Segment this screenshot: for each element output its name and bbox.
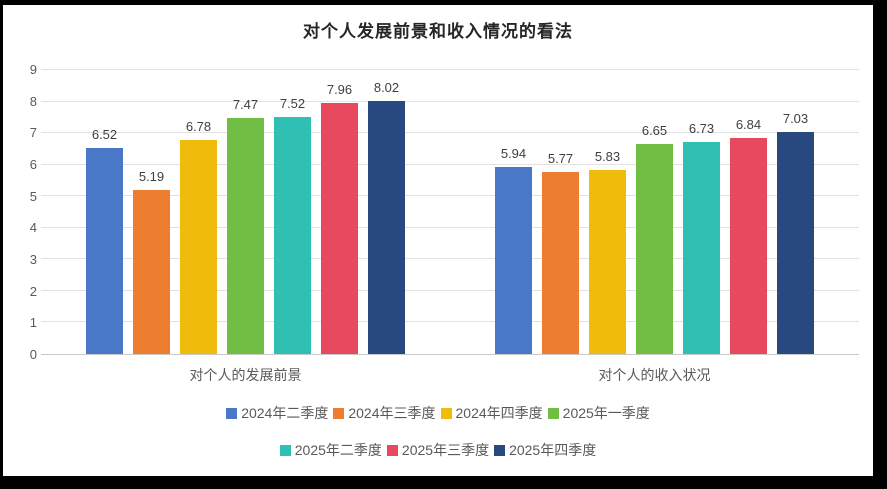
data-label: 7.52 [279,95,306,111]
bar: 6.73 [683,121,720,354]
legend-swatch-icon [226,407,238,419]
legend-row: 2024年二季度 2024年三季度 2024年四季度 2025年一季度 [226,403,650,423]
bar: 5.19 [133,169,170,354]
legend-label: 2025年四季度 [509,442,597,458]
bar: 7.03 [777,111,814,354]
bar: 6.84 [730,117,767,354]
gridline [41,163,859,165]
legend-label: 2025年一季度 [562,405,650,421]
legend-label: 2025年三季度 [401,442,490,458]
legend-label: 2024年二季度 [241,405,329,421]
legend-item: 2024年三季度 [333,403,436,423]
bar: 6.52 [86,127,123,354]
legend-swatch-icon [333,407,345,419]
bar-group: 5.94 5.77 5.83 6.65 6.73 6.84 7.03 [450,70,859,354]
legend-row: 2025年二季度 2025年三季度 2025年四季度 [279,440,596,460]
category-label: 对个人的收入状况 [598,367,711,383]
y-axis-tick-label: 9 [29,62,37,77]
data-label: 7.47 [232,97,259,113]
y-axis-tick-label: 2 [29,283,37,299]
legend-item: 2025年二季度 [279,440,382,460]
bar-group: 6.52 5.19 6.78 7.47 7.52 7.96 8.02 [41,70,450,354]
gridline [41,226,859,228]
bar: 7.52 [274,96,311,354]
y-axis-tick-label: 0 [29,347,37,362]
legend-swatch-icon [386,444,398,456]
data-label: 8.02 [373,79,400,95]
legend-item: 2024年二季度 [226,403,328,423]
y-axis-tick-label: 7 [29,125,37,141]
gridline [41,69,859,70]
y-axis-tick-label: 1 [29,315,37,331]
legend-item: 2025年四季度 [494,440,596,460]
y-axis-tick-label: 8 [29,93,37,109]
data-label: 5.94 [500,145,527,161]
bar: 6.78 [180,119,217,354]
gridline [41,258,859,260]
chart-canvas: 对个人发展前景和收入情况的看法 6.52 5.19 6.78 7.47 7.52 7.96… [3,5,873,476]
data-label: 6.52 [91,127,118,143]
legend-item: 2024年四季度 [440,403,543,423]
gridline [41,289,859,291]
legend-label: 2025年二季度 [294,442,382,458]
data-label: 6.65 [641,123,668,139]
data-label: 7.03 [782,111,809,127]
legend-swatch-icon [440,407,452,419]
bar: 5.77 [542,151,579,354]
gridline [41,100,859,102]
legend-item: 2025年一季度 [547,403,650,423]
bar: 5.94 [495,146,532,354]
legend-swatch-icon [279,444,291,456]
data-label: 6.73 [688,120,715,136]
category-label: 对个人的发展前景 [189,367,302,383]
plot-area: 6.52 5.19 6.78 7.47 7.52 7.96 8.02 5.94 5.77 5.83… [41,69,859,355]
gridline [41,195,859,197]
data-label: 5.19 [138,169,165,185]
gridline [41,321,859,323]
bar: 7.47 [227,97,264,354]
legend-item: 2025年三季度 [386,440,490,460]
legend-swatch-icon [494,444,506,456]
y-axis-tick-label: 4 [29,220,37,236]
legend: 2024年二季度 2024年三季度 2024年四季度 2025年一季度 2025年二季度… [3,403,873,460]
bar: 7.96 [321,82,358,354]
bar: 5.83 [589,149,626,354]
chart-title: 对个人发展前景和收入情况的看法 [303,22,573,41]
data-label: 6.78 [185,119,212,135]
data-label: 5.77 [547,150,574,166]
bar: 6.65 [636,123,673,354]
y-axis-tick-label: 6 [29,157,37,172]
y-axis-tick-label: 5 [29,188,37,204]
legend-swatch-icon [547,407,559,419]
legend-label: 2024年四季度 [455,405,543,421]
data-label: 6.84 [735,117,762,133]
x-axis-category-labels: 对个人的发展前景 对个人的收入状况 [41,365,859,385]
data-label: 5.83 [594,149,621,165]
y-axis-tick-label: 3 [29,252,37,267]
bar: 8.02 [368,80,405,354]
gridline [41,132,859,134]
legend-label: 2024年三季度 [348,405,436,421]
data-label: 7.96 [326,81,353,97]
